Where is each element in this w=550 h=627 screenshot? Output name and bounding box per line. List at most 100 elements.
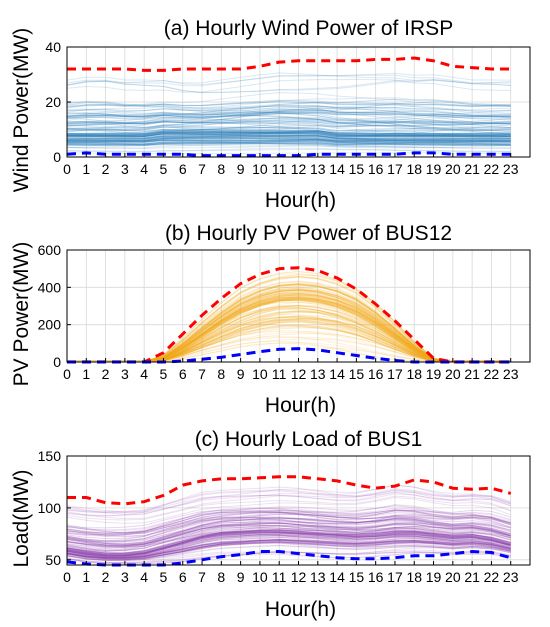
scenario-line	[67, 111, 511, 123]
scenario-line	[67, 139, 511, 145]
scenario-line	[67, 115, 511, 128]
x-tick-label: 14	[329, 161, 345, 177]
x-tick-label: 18	[406, 569, 422, 585]
scenario-line	[67, 517, 511, 546]
scenario-line	[67, 120, 511, 127]
scenario-line	[67, 484, 511, 515]
x-tick-label: 1	[82, 366, 90, 382]
x-tick-label: 0	[63, 569, 71, 585]
scenario-line	[67, 507, 511, 537]
scenario-line	[67, 126, 511, 132]
scenario-line	[67, 551, 511, 564]
scenario-line	[67, 112, 511, 118]
scenario-line	[67, 92, 511, 107]
scenario-line	[67, 139, 511, 146]
scenario-line	[67, 549, 511, 564]
scenario-line	[67, 521, 511, 546]
x-tick-label: 12	[291, 161, 307, 177]
x-tick-label: 11	[272, 161, 287, 177]
scenario-line	[67, 139, 511, 146]
x-tick-label: 13	[310, 569, 326, 585]
x-tick-label: 4	[140, 569, 148, 585]
scenario-curves	[67, 270, 511, 362]
scenario-line	[67, 138, 511, 142]
scenario-line	[67, 505, 511, 533]
scenario-line	[67, 97, 511, 109]
scenario-line	[67, 120, 511, 125]
scenario-line	[67, 136, 511, 142]
scenario-line	[67, 513, 511, 547]
panel-3: 0 1 2 3 4 5 6 7 8 9 10 11 12 13 14 15 16 17 18 19 20 21 22 2350…	[10, 428, 531, 621]
scenario-line	[67, 104, 511, 118]
scenario-line	[67, 114, 511, 129]
scenario-line	[67, 541, 511, 560]
x-tick-label: 9	[237, 161, 245, 177]
y-tick-label: 150	[38, 448, 62, 464]
scenario-line	[67, 533, 511, 558]
scenario-line	[67, 540, 511, 560]
scenario-line	[67, 516, 511, 536]
scenario-line	[67, 139, 511, 143]
scenario-line	[67, 486, 511, 517]
scenario-line	[67, 143, 511, 149]
scenario-line	[67, 121, 511, 136]
scenario-line	[67, 540, 511, 560]
x-tick-label: 3	[121, 161, 129, 177]
scenario-line	[67, 522, 511, 552]
scenario-line	[67, 517, 511, 545]
scenario-line	[67, 106, 511, 119]
scenario-line	[67, 541, 511, 559]
x-tick-label: 13	[310, 161, 326, 177]
chart-title: (c) Hourly Load of BUS1	[195, 428, 423, 451]
scenario-center-line	[67, 529, 512, 557]
scenario-line	[67, 536, 511, 558]
scenario-line	[67, 78, 511, 93]
scenario-line	[67, 139, 511, 146]
scenario-line	[67, 142, 511, 149]
scenario-line	[67, 142, 511, 147]
scenario-line	[67, 536, 511, 558]
y-tick-label: 100	[38, 500, 62, 516]
x-tick-label: 4	[140, 366, 148, 382]
scenario-line	[67, 517, 511, 543]
scenario-line	[67, 109, 511, 125]
scenario-line	[67, 541, 511, 559]
x-tick-label: 20	[445, 569, 461, 585]
scenario-line	[67, 138, 511, 146]
scenario-line	[67, 121, 511, 127]
scenario-line	[67, 547, 511, 561]
x-tick-label: 9	[237, 569, 245, 585]
scenario-line	[67, 140, 511, 144]
scenario-line	[67, 307, 511, 362]
scenario-line	[67, 515, 511, 546]
scenario-line	[67, 333, 511, 362]
scenario-line	[67, 315, 511, 362]
scenario-line	[67, 517, 511, 545]
scenario-line	[67, 507, 511, 532]
y-tick-label: 50	[45, 552, 61, 568]
scenario-line	[67, 136, 511, 141]
x-tick-label: 17	[387, 569, 403, 585]
x-tick-label: 16	[368, 161, 384, 177]
scenario-line	[67, 135, 511, 143]
x-tick-label: 18	[406, 161, 422, 177]
scenario-line	[67, 535, 511, 558]
scenario-line	[67, 517, 511, 540]
x-tick-label: 0	[63, 366, 71, 382]
scenario-line	[67, 74, 511, 87]
x-tick-label: 6	[179, 569, 187, 585]
x-tick-label: 23	[503, 569, 519, 585]
x-tick-label: 5	[160, 569, 168, 585]
scenario-line	[67, 550, 511, 565]
scenario-line	[67, 551, 511, 565]
x-tick-label: 15	[349, 569, 365, 585]
scenario-line	[67, 136, 511, 142]
x-tick-label: 3	[121, 366, 129, 382]
scenario-line	[67, 135, 511, 140]
scenario-line	[67, 141, 511, 145]
x-tick-label: 12	[291, 569, 307, 585]
x-tick-label: 22	[484, 366, 500, 382]
scenario-line	[67, 509, 511, 538]
y-tick-label: 600	[38, 242, 62, 258]
